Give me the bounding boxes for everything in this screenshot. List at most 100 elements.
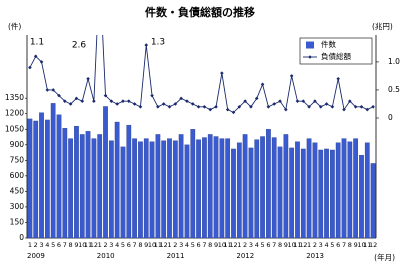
x-tick-label: 12	[299, 241, 307, 249]
line-marker	[28, 65, 32, 70]
legend-swatch	[306, 41, 314, 49]
x-tick-label: 4	[185, 241, 189, 249]
bar	[44, 119, 50, 239]
bar	[341, 138, 347, 239]
bar	[39, 112, 44, 239]
x-tick-label: 2	[173, 241, 177, 249]
bar	[312, 142, 318, 239]
year-label: 2012	[236, 252, 254, 260]
y-tick-label: 450	[10, 186, 25, 195]
x-tick-label: 8	[138, 241, 142, 249]
bar	[289, 147, 295, 239]
y-tick-label: 1200	[5, 109, 24, 118]
bar	[359, 154, 364, 239]
y2-axis-label: (兆円)	[372, 21, 393, 31]
line-marker	[295, 99, 300, 103]
bar	[324, 148, 329, 239]
bar	[97, 134, 103, 239]
line-marker	[313, 99, 317, 103]
line-marker	[68, 102, 73, 106]
x-tick-label: 3	[249, 241, 253, 249]
line-marker	[33, 54, 38, 59]
line-marker	[86, 76, 90, 81]
bar	[143, 138, 149, 239]
line-marker	[348, 99, 352, 103]
line-marker	[144, 43, 149, 47]
x-tick-label: 6	[336, 241, 340, 249]
x-tick-label: 7	[133, 241, 137, 249]
legend-label: 負債総額	[321, 51, 351, 61]
bar	[347, 141, 353, 239]
line-marker	[190, 102, 195, 106]
x-tick-label: 7	[202, 241, 206, 249]
line-marker	[45, 88, 50, 92]
line-marker	[179, 96, 183, 101]
bar	[202, 137, 207, 239]
bar	[196, 139, 201, 239]
bar	[68, 138, 73, 239]
bar	[236, 142, 242, 239]
bar	[91, 138, 97, 239]
bar	[330, 149, 335, 239]
bar	[370, 163, 376, 239]
y-tick-label: 150	[10, 217, 25, 226]
bar	[126, 124, 132, 239]
x-tick-label: 10	[78, 241, 86, 249]
line-marker	[115, 102, 119, 106]
x-tick-label: 9	[214, 241, 218, 249]
x-tick-label: 11	[363, 241, 371, 249]
x-axis-label: (年月)	[374, 252, 395, 262]
line-marker	[353, 104, 358, 109]
bar	[254, 139, 260, 239]
x-tick-label: 10	[218, 241, 226, 249]
x-tick-label: 3	[319, 241, 323, 249]
x-tick-label: 1	[28, 241, 32, 249]
bar	[295, 141, 300, 239]
line-marker	[301, 99, 306, 103]
line-marker	[272, 102, 277, 106]
x-tick-label: 2	[103, 241, 107, 249]
y-tick-label: 900	[10, 140, 25, 149]
bar	[213, 136, 219, 239]
line-marker	[249, 104, 253, 109]
line-marker	[80, 99, 85, 103]
line-marker	[92, 99, 96, 103]
line-marker	[260, 82, 265, 87]
x-tick-label: 12	[229, 241, 237, 249]
bar	[79, 134, 85, 239]
x-tick-label: 8	[278, 241, 282, 249]
x-tick-label: 3	[179, 241, 183, 249]
y-axis-label: (件)	[8, 21, 21, 31]
x-tick-label: 1	[307, 241, 311, 249]
x-tick-label: 5	[191, 241, 195, 249]
bar	[242, 134, 248, 239]
x-tick-label: 9	[144, 241, 148, 249]
annotation: 2.6	[72, 41, 87, 51]
y2-tick-label: 0	[388, 113, 393, 122]
x-tick-label: 9	[354, 241, 358, 249]
line-marker	[167, 104, 172, 109]
plot-area	[27, 35, 376, 239]
bar	[300, 148, 306, 239]
line-marker	[359, 104, 364, 109]
line-marker	[74, 96, 79, 101]
year-label: 2013	[306, 252, 324, 260]
bar	[155, 134, 161, 239]
bar	[353, 138, 359, 239]
y-tick-label: 600	[10, 171, 25, 180]
bar	[178, 134, 184, 239]
bar	[138, 141, 143, 239]
x-tick-label: 5	[51, 241, 55, 249]
x-tick-label: 5	[261, 241, 265, 249]
x-tick-label: 11	[293, 241, 301, 249]
x-tick-label: 2	[243, 241, 247, 249]
x-tick-label: 1	[167, 241, 171, 249]
bar	[260, 136, 265, 239]
bar	[120, 146, 126, 239]
x-tick-label: 11	[224, 241, 232, 249]
line-marker	[318, 104, 323, 109]
line-marker	[57, 93, 61, 98]
bar	[266, 129, 271, 239]
line-marker	[324, 102, 329, 106]
y-tick-label: 300	[10, 202, 25, 211]
